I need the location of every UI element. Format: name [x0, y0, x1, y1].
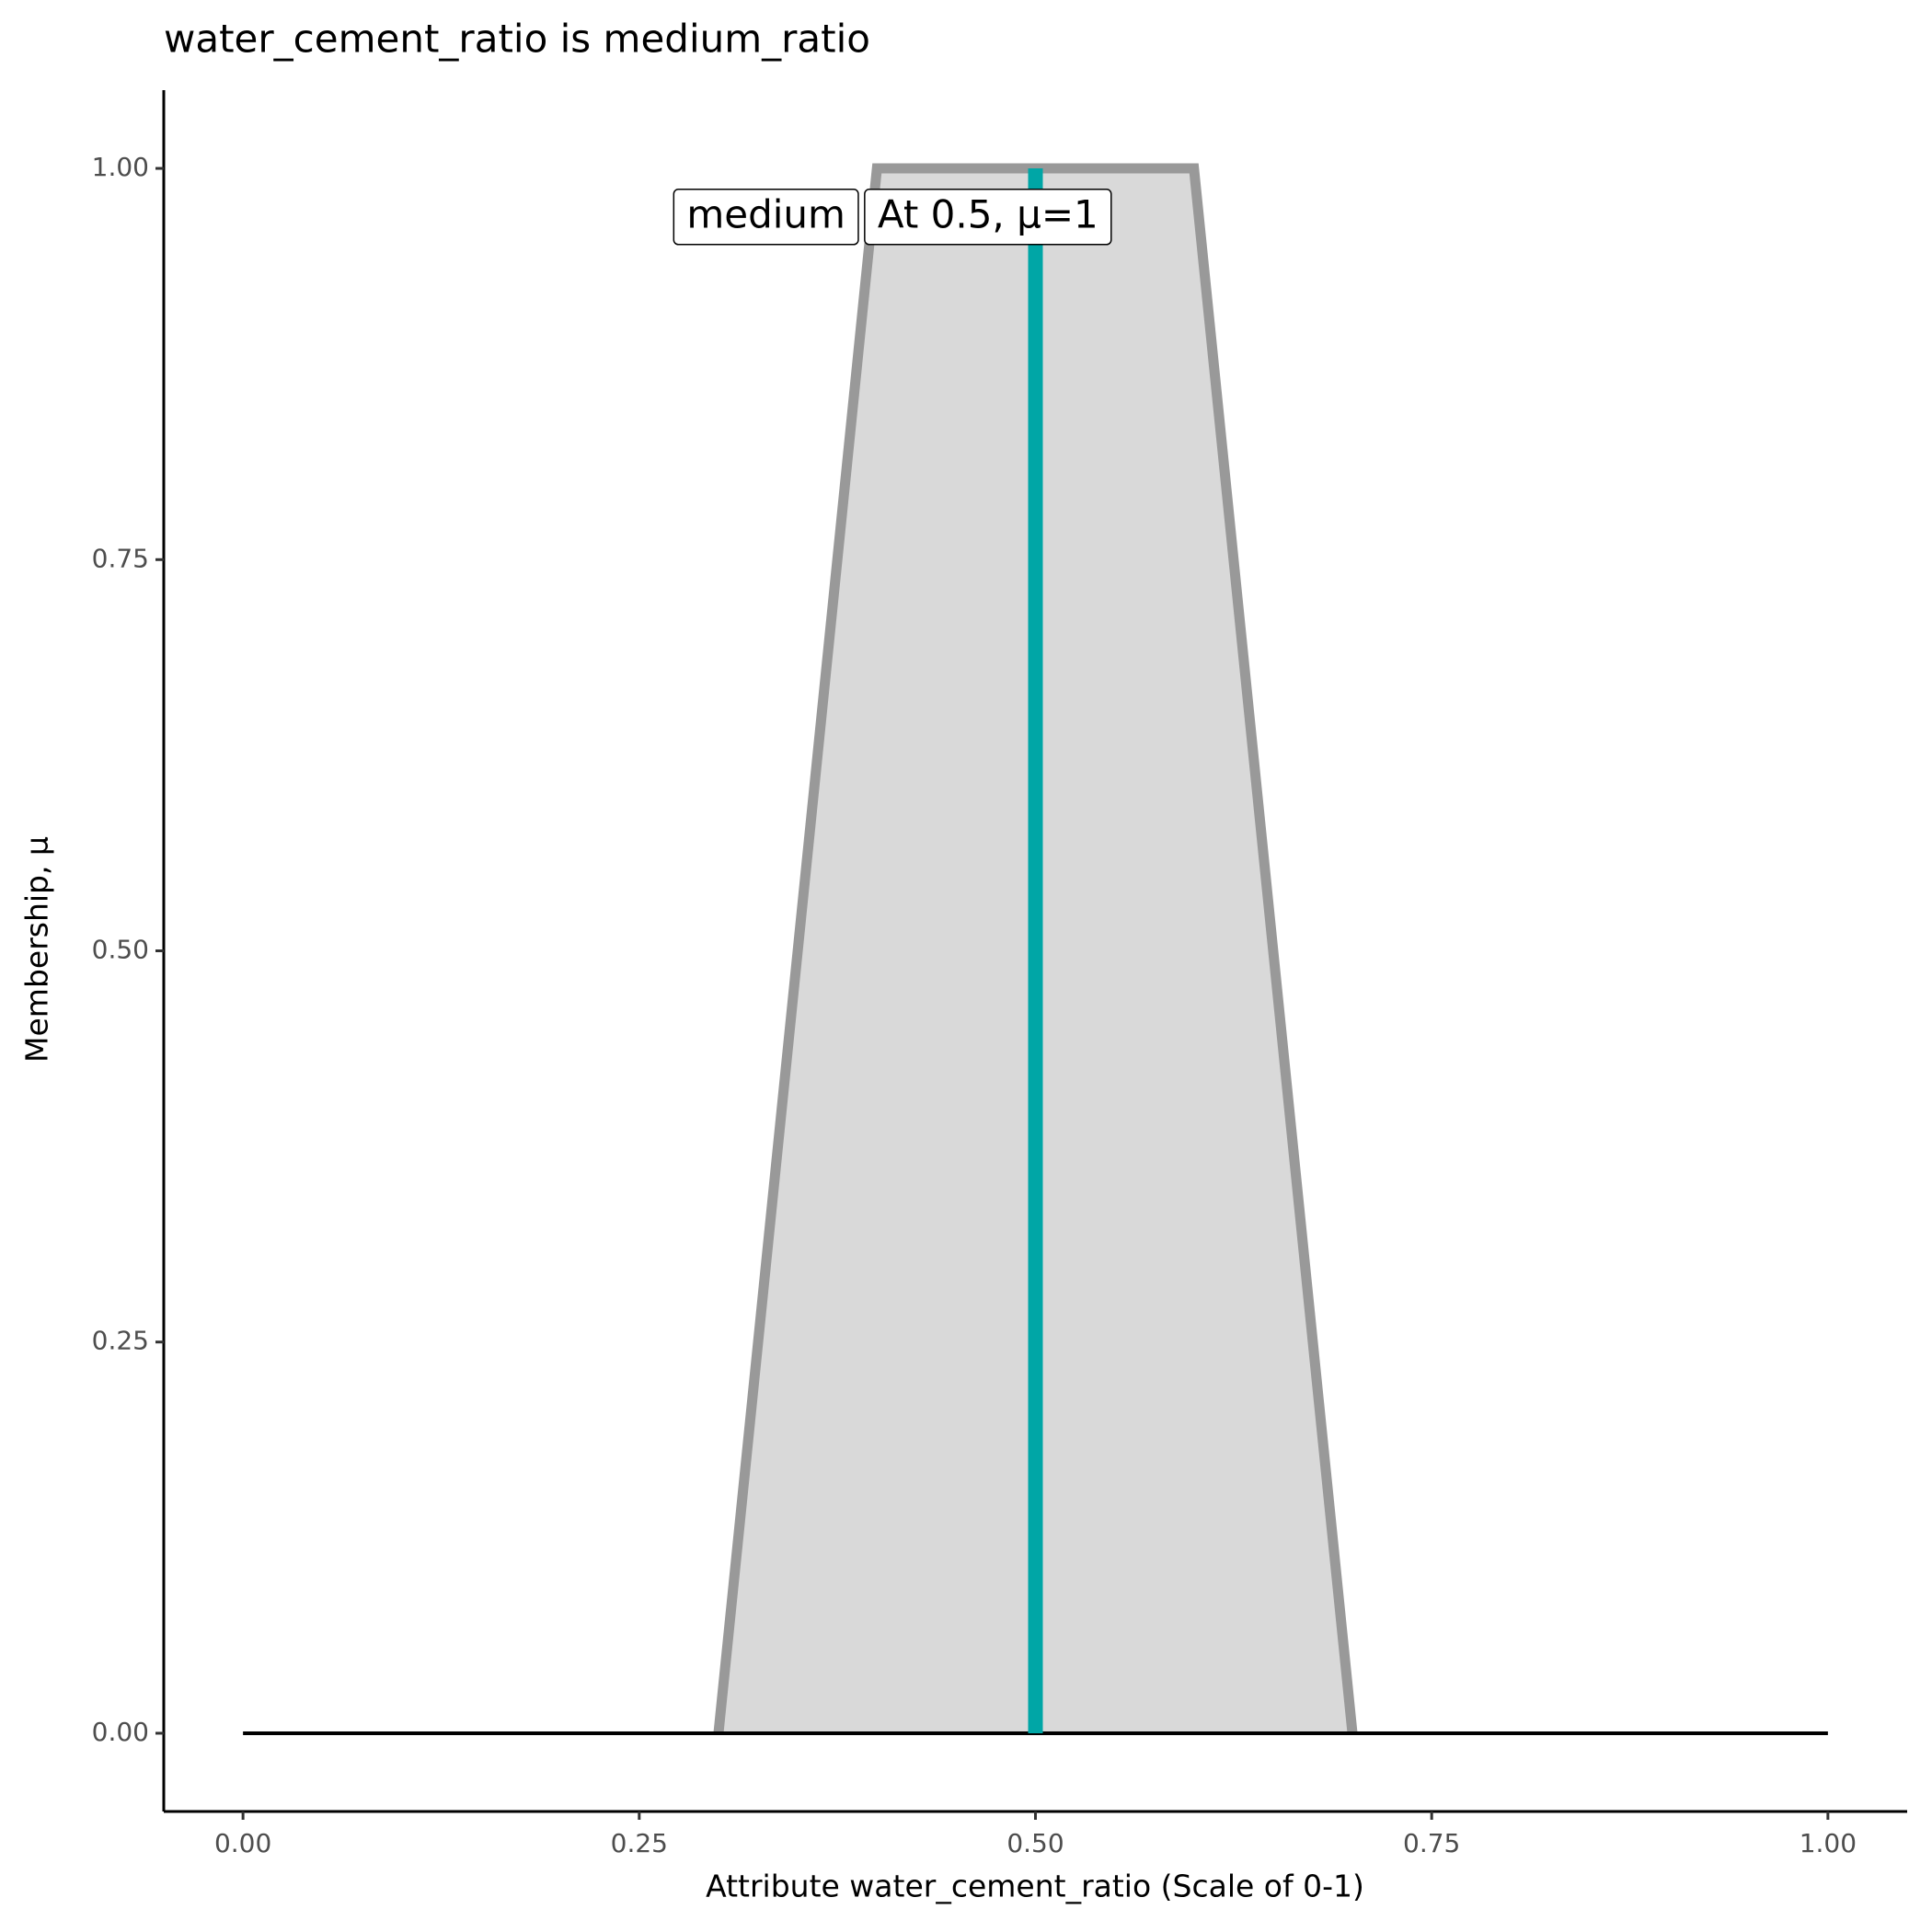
x-axis-title: Attribute water_cement_ratio (Scale of 0… [706, 1869, 1364, 1904]
label-text: medium [686, 191, 845, 236]
y-axis-title: Membership, μ [19, 836, 55, 1063]
y-tick-label: 0.50 [92, 935, 149, 965]
y-tick-label: 0.75 [92, 543, 149, 573]
x-tick-label: 0.75 [1403, 1828, 1460, 1858]
line [713, 163, 1358, 1734]
x-tick-label: 0.50 [1006, 1828, 1064, 1858]
chart-title: water_cement_ratio is medium_ratio [164, 17, 870, 62]
x-tick-label: 0.25 [611, 1828, 668, 1858]
x-tick-label: 1.00 [1800, 1828, 1857, 1858]
y-tick-label: 0.00 [92, 1717, 149, 1747]
label-box [673, 189, 859, 246]
y-tick-label: 1.00 [92, 152, 149, 182]
series-label: medium [673, 189, 859, 246]
y-tick-label: 0.25 [92, 1326, 149, 1356]
marker-label: At 0.5, μ=1 [864, 189, 1112, 246]
x-tick-label: 0.00 [214, 1828, 271, 1858]
label-box [864, 189, 1112, 246]
label-text: At 0.5, μ=1 [878, 191, 1098, 236]
